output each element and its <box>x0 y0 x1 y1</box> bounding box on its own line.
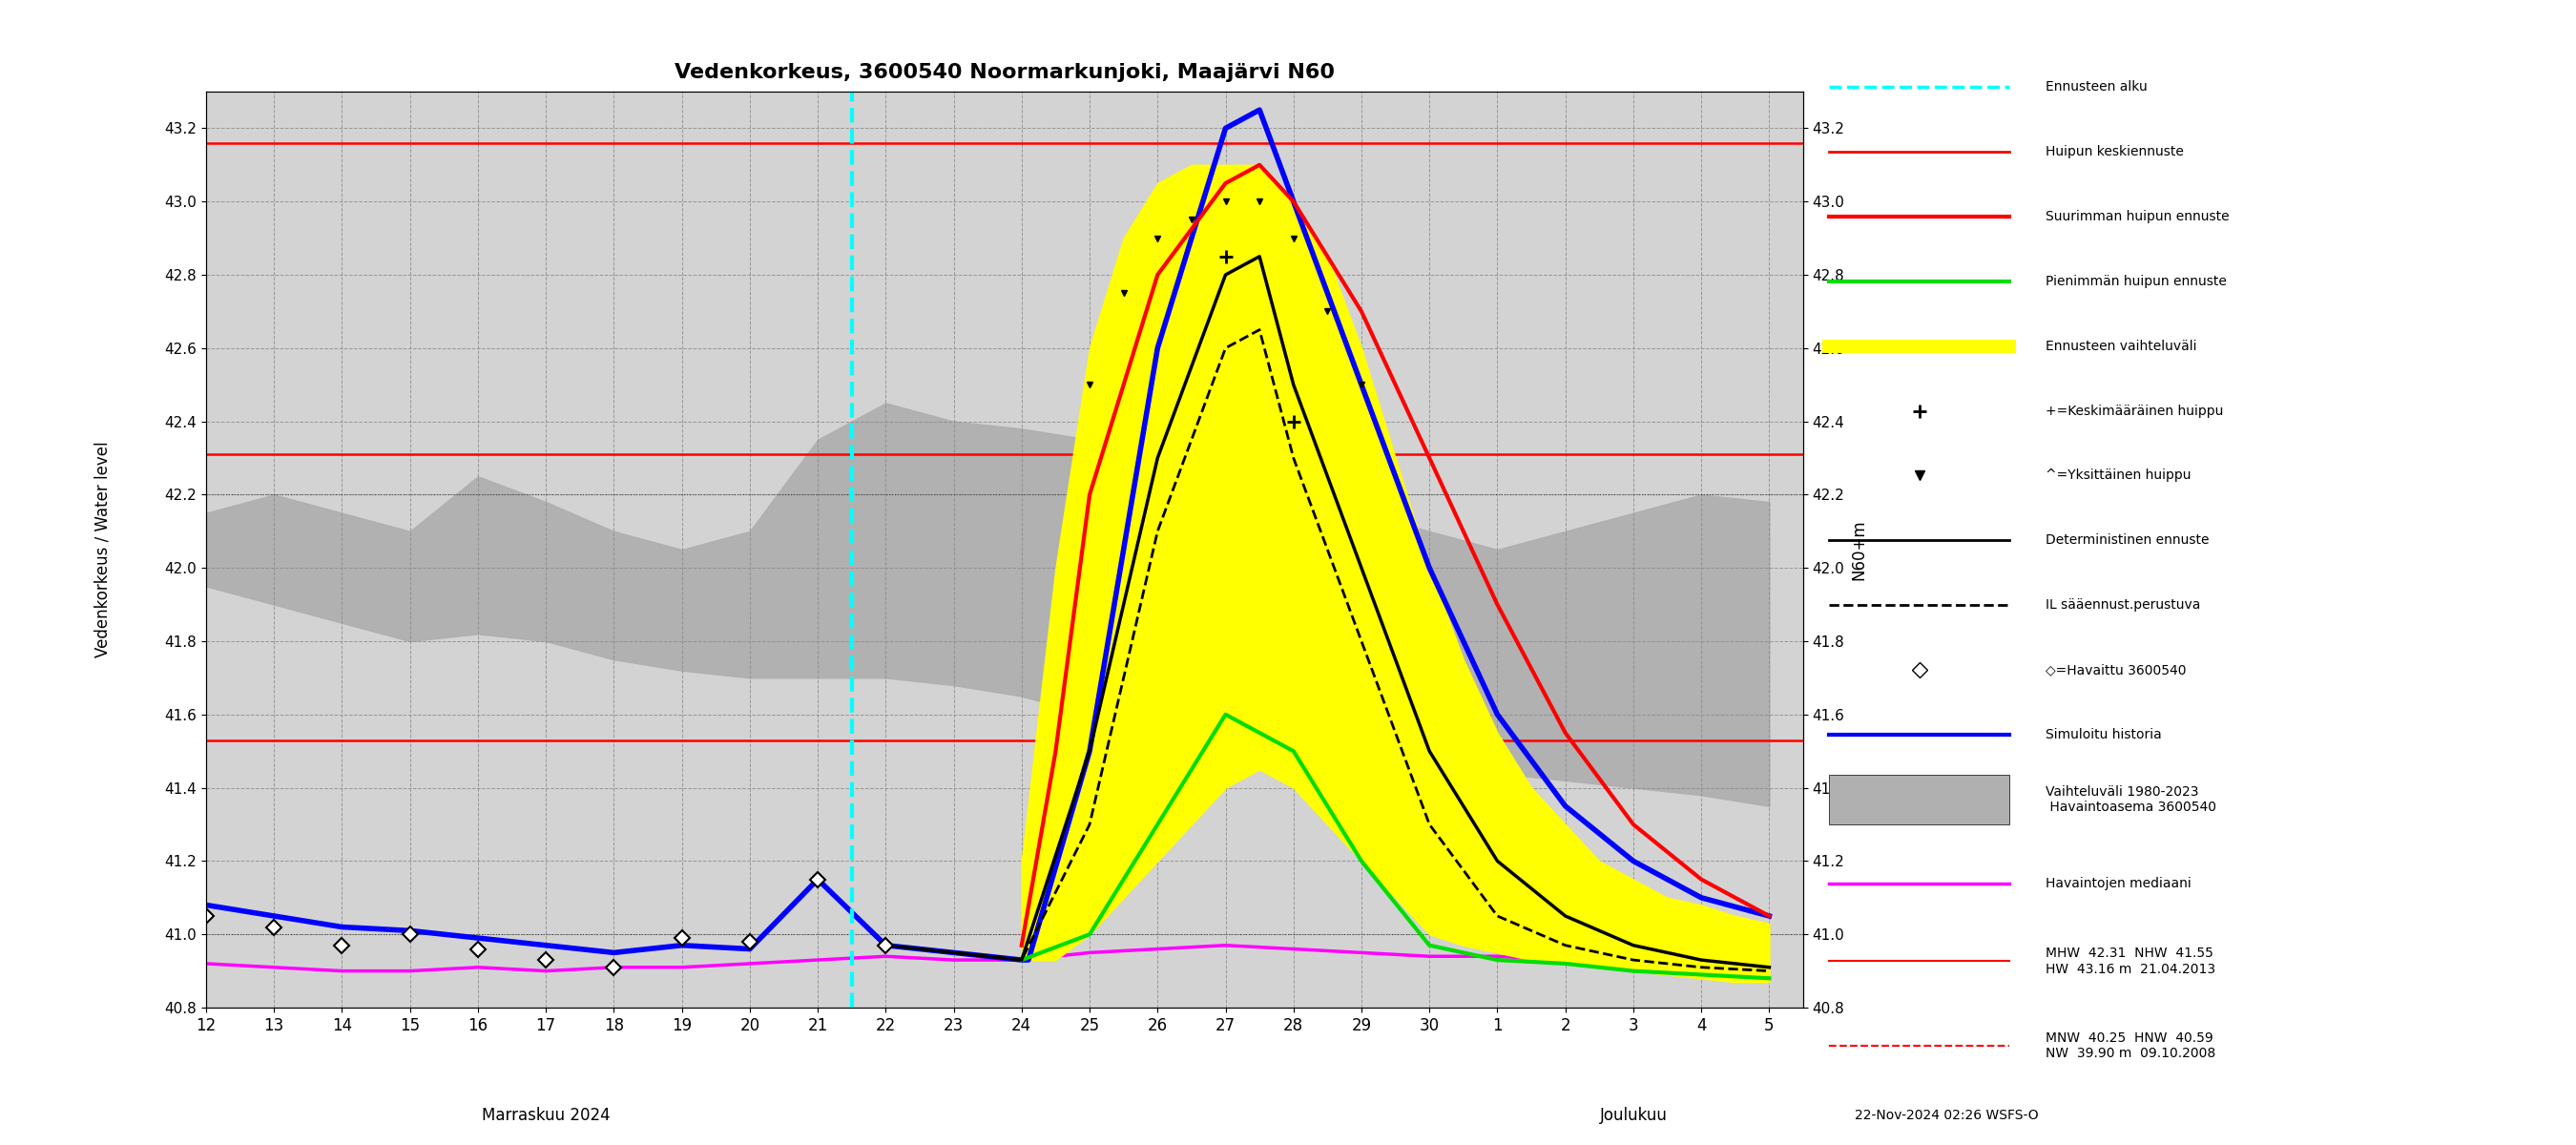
Text: Pienimmän huipun ennuste: Pienimmän huipun ennuste <box>2045 275 2226 289</box>
Text: Deterministinen ennuste: Deterministinen ennuste <box>2045 534 2210 547</box>
Text: Suurimman huipun ennuste: Suurimman huipun ennuste <box>2045 210 2228 223</box>
Text: MNW  40.25  HNW  40.59
NW  39.90 m  09.10.2008: MNW 40.25 HNW 40.59 NW 39.90 m 09.10.200… <box>2045 1030 2215 1060</box>
Text: ^=Yksittäinen huippu: ^=Yksittäinen huippu <box>2045 469 2190 482</box>
FancyBboxPatch shape <box>1829 774 2009 824</box>
Title: Vedenkorkeus, 3600540 Noormarkunjoki, Maajärvi N60: Vedenkorkeus, 3600540 Noormarkunjoki, Ma… <box>675 63 1334 82</box>
Text: Ennusteen vaihteluväli: Ennusteen vaihteluväli <box>2045 339 2197 353</box>
Text: IL sääennust.perustuva: IL sääennust.perustuva <box>2045 599 2200 611</box>
Text: Havaintojen mediaani: Havaintojen mediaani <box>2045 877 2192 890</box>
Text: Joulukuu: Joulukuu <box>1600 1106 1667 1123</box>
Y-axis label: N60+m: N60+m <box>1850 519 1868 581</box>
Text: 22-Nov-2024 02:26 WSFS-O: 22-Nov-2024 02:26 WSFS-O <box>1855 1108 2038 1122</box>
Text: Ennusteen alku: Ennusteen alku <box>2045 80 2148 94</box>
Text: MHW  42.31  NHW  41.55
HW  43.16 m  21.04.2013: MHW 42.31 NHW 41.55 HW 43.16 m 21.04.201… <box>2045 947 2215 976</box>
Text: Simuloitu historia: Simuloitu historia <box>2045 728 2161 741</box>
Y-axis label: Vedenkorkeus / Water level: Vedenkorkeus / Water level <box>95 442 111 657</box>
Text: Marraskuu 2024: Marraskuu 2024 <box>482 1106 611 1123</box>
Text: Vaihteluväli 1980-2023
 Havaintoasema 3600540: Vaihteluväli 1980-2023 Havaintoasema 360… <box>2045 785 2215 814</box>
Text: ◇=Havaittu 3600540: ◇=Havaittu 3600540 <box>2045 663 2187 677</box>
Text: +=Keskimääräinen huippu: +=Keskimääräinen huippu <box>2045 404 2223 418</box>
Text: Huipun keskiennuste: Huipun keskiennuste <box>2045 145 2184 158</box>
